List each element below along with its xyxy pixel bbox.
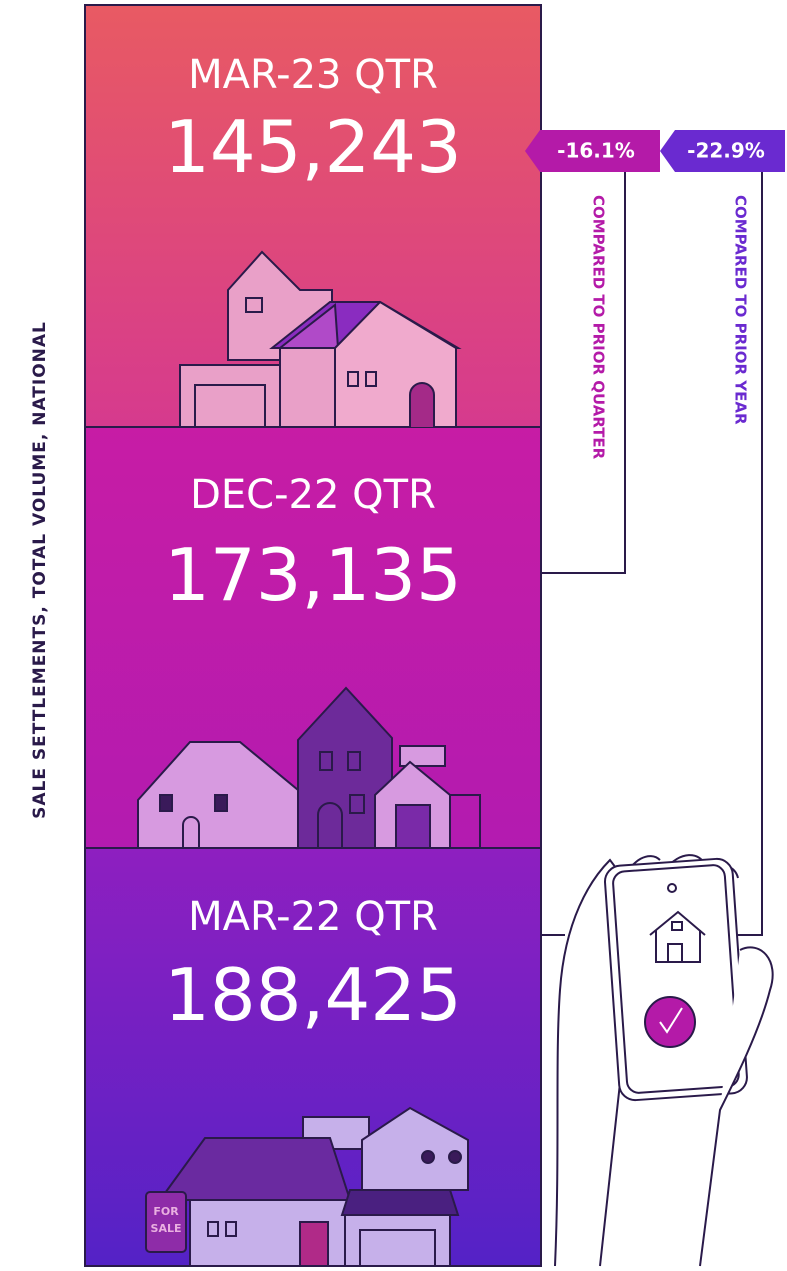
period-label: DEC-22 QTR <box>190 472 436 518</box>
period-label: MAR-22 QTR <box>188 894 438 940</box>
phone-illustration <box>555 855 773 1266</box>
period-value: 145,243 <box>164 105 462 189</box>
infographic: SALE SETTLEMENTS, TOTAL VOLUME, NATIONAL… <box>0 0 787 1271</box>
period-value: 188,425 <box>164 953 462 1037</box>
sign-text: FOR <box>153 1205 179 1218</box>
axis-label: SALE SETTLEMENTS, TOTAL VOLUME, NATIONAL <box>30 321 50 819</box>
period-value: 173,135 <box>164 533 462 617</box>
period-label: MAR-23 QTR <box>188 52 438 98</box>
connector <box>541 172 625 573</box>
comparison-label: COMPARED TO PRIOR YEAR <box>732 195 750 425</box>
change-value: -22.9% <box>687 139 765 163</box>
sign-text: SALE <box>151 1222 182 1235</box>
comparison-label: COMPARED TO PRIOR QUARTER <box>590 195 608 460</box>
change-value: -16.1% <box>557 139 635 163</box>
